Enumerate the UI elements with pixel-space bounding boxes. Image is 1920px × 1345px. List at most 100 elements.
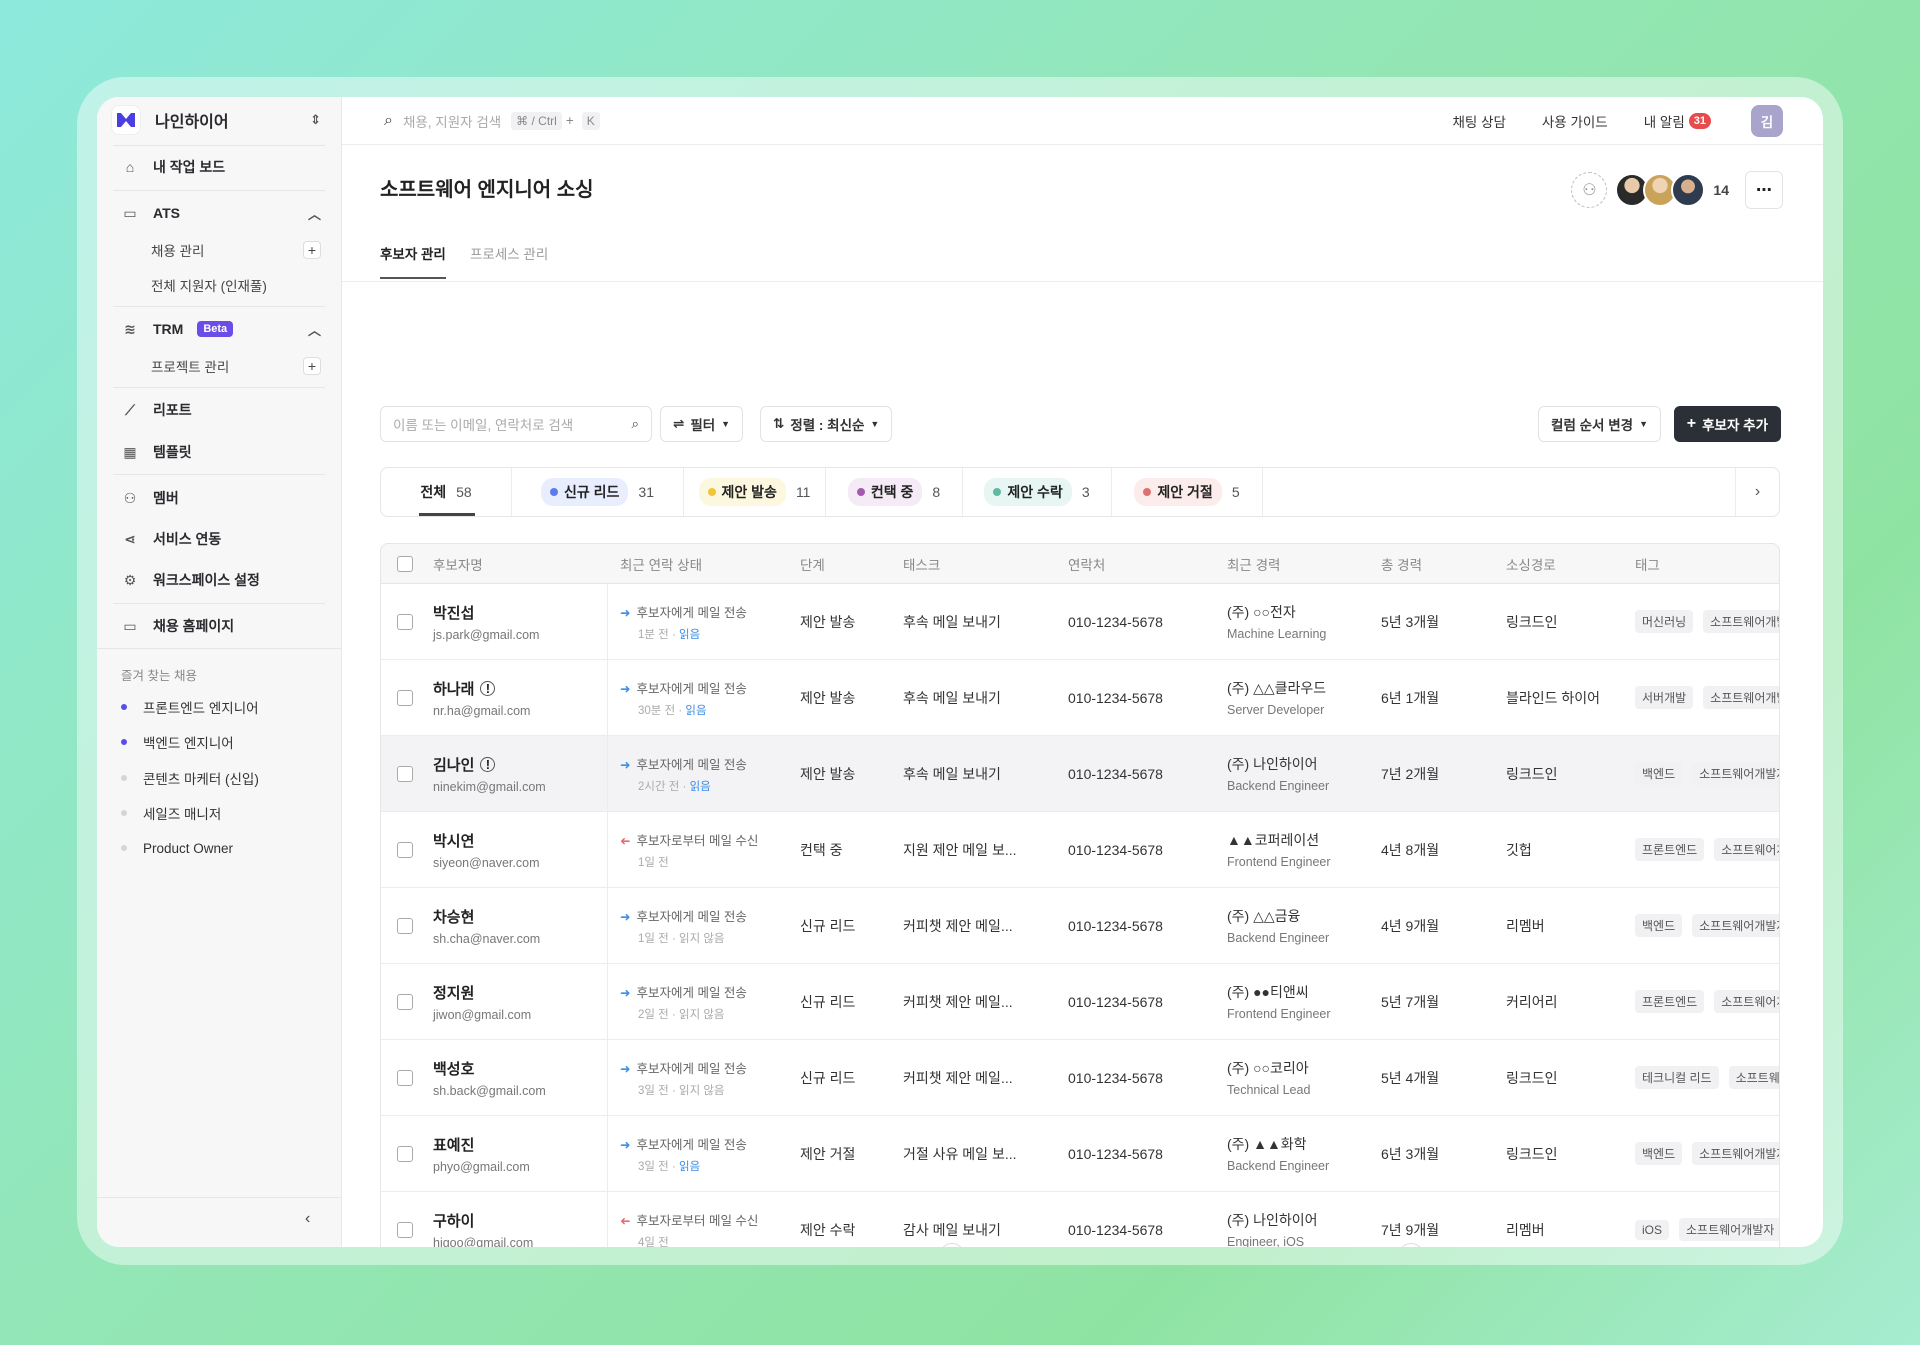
chevron-up-icon[interactable]: ︿ [307,322,321,338]
candidate-search-input[interactable]: 이름 또는 이메일, 연락처로 검색 ⌕ [380,406,652,442]
row-checkbox[interactable] [397,613,413,630]
page-8[interactable]: 8 [1270,1245,1300,1247]
status-tab[interactable]: 제안 거절 5 [1112,468,1263,516]
sidebar-item-integrations[interactable]: ⋖ 서비스 연동 [121,525,321,553]
row-checkbox[interactable] [397,1069,413,1086]
candidate-name[interactable]: 표예진 [433,1136,475,1154]
table-row[interactable]: 박진섭 js.park@gmail.com ➜ 후보자에게 메일 전송 1분 전 · 읽… [381,584,1779,660]
filter-button[interactable]: ⇌ 필터 ▼ [660,406,744,442]
candidate-name[interactable]: 정지원 [433,984,475,1002]
page-1[interactable]: 1 [997,1245,1027,1247]
status-tab[interactable]: 제안 수락 3 [963,468,1112,516]
page-6[interactable]: 6 [1192,1245,1222,1247]
column-header[interactable]: 소싱경로 [1506,557,1556,573]
add-job-button[interactable]: + [303,241,321,259]
page-9[interactable]: 9 [1309,1245,1339,1247]
row-checkbox[interactable] [397,1221,413,1238]
column-header[interactable]: 총 경력 [1381,557,1423,573]
chat-support-link[interactable]: 채팅 상담 [1452,114,1506,130]
table-row[interactable]: 하나래! nr.ha@gmail.com ➜ 후보자에게 메일 전송 30분 전 · 읽… [381,660,1779,736]
column-header[interactable]: 태스크 [903,557,941,573]
favorite-job-item[interactable]: Product Owner [121,836,233,860]
status-tab[interactable]: 제안 발송 11 [684,468,826,516]
sidebar-item-template[interactable]: ▦ 템플릿 [121,438,321,466]
candidate-name[interactable]: 차승현 [433,908,475,926]
candidate-name[interactable]: 백성호 [433,1060,475,1078]
sidebar-item-board[interactable]: ⌂ 내 작업 보드 [121,153,321,181]
page-10[interactable]: 10 [1348,1245,1378,1247]
table-row[interactable]: 표예진 phyo@gmail.com ➜ 후보자에게 메일 전송 3일 전 · 읽음 제안… [381,1116,1779,1192]
candidate-name[interactable]: 박진섭 [433,604,475,622]
page-7[interactable]: 7 [1231,1245,1261,1247]
column-header[interactable]: 단계 [800,557,825,573]
status-tab[interactable]: 전체 58 [381,468,512,516]
page-3[interactable]: 3 [1075,1245,1105,1247]
column-header[interactable]: 태그 [1635,557,1660,573]
candidate-name[interactable]: 박시연 [433,832,475,850]
favorite-job-item[interactable]: 세일즈 매니저 [121,801,221,825]
table-row[interactable]: 차승현 sh.cha@naver.com ➜ 후보자에게 메일 전송 1일 전 · 읽지… [381,888,1779,964]
arrow-right-icon: ➜ [620,605,631,620]
sort-button[interactable]: ⇅ 정렬 : 최신순 ▼ [760,406,893,442]
status-tab[interactable]: 컨택 중 8 [826,468,963,516]
sidebar-item-jobs[interactable]: 채용 관리 + [151,237,321,263]
select-all-checkbox[interactable] [397,555,413,572]
sidebar-item-projects[interactable]: 프로젝트 관리 + [151,353,321,379]
row-checkbox[interactable] [397,841,413,858]
favorites-title: 즐겨 찾는 채용 [121,669,197,683]
page-5[interactable]: 5 [1153,1245,1183,1247]
table-row[interactable]: 백성호 sh.back@gmail.com ➜ 후보자에게 메일 전송 3일 전 · 읽… [381,1040,1779,1116]
column-header[interactable]: 후보자명 [433,557,483,573]
row-checkbox[interactable] [397,993,413,1010]
favorite-job-item[interactable]: 콘텐츠 마케터 (신입) [121,766,259,790]
chart-icon: ⟋ [125,401,135,418]
column-header[interactable]: 최근 경력 [1227,557,1281,573]
chevron-up-icon[interactable]: ︿ [307,206,321,222]
sidebar-item-ats[interactable]: ▭ ATS ︿ [121,199,321,227]
sidebar-item-talent-pool[interactable]: 전체 지원자 (인재풀) [151,272,321,298]
collapse-sidebar-icon[interactable]: ‹ [305,1210,311,1227]
sidebar-item-trm[interactable]: ≋ TRM Beta ︿ [121,315,321,343]
row-checkbox[interactable] [397,689,413,706]
phone-cell: 010-1234-5678 [1068,689,1163,706]
row-checkbox[interactable] [397,765,413,782]
candidate-name[interactable]: 김나인 [433,756,475,774]
table-row[interactable]: 정지원 jiwon@gmail.com ➜ 후보자에게 메일 전송 2일 전 · 읽지 … [381,964,1779,1040]
sidebar-item-homepage[interactable]: ▭ 채용 홈페이지 [121,612,321,640]
notifications-button[interactable]: 내 알림 31 [1644,111,1711,131]
column-order-button[interactable]: 컬럼 순서 변경 ▼ [1538,406,1661,442]
favorite-job-item[interactable]: 백엔드 엔지니어 [121,730,234,754]
column-header[interactable]: 연락처 [1068,557,1106,573]
add-candidate-button[interactable]: + 후보자 추가 [1673,406,1781,442]
row-checkbox[interactable] [397,917,413,934]
invite-member-button[interactable]: ⚇ [1571,172,1608,208]
tag: 서버개발 [1635,686,1694,709]
chevron-right-icon[interactable]: › [1735,468,1779,516]
sidebar-item-members[interactable]: ⚇ 멤버 [121,484,321,512]
column-header[interactable]: 최근 연락 상태 [620,557,703,573]
label: 필터 [690,418,716,433]
company: (주) ○○전자 [1227,604,1296,620]
table-row[interactable]: 김나인! ninekim@gmail.com ➜ 후보자에게 메일 전송 2시간 전 ·… [381,736,1779,812]
page-2[interactable]: 2 [1036,1245,1066,1247]
tab-process[interactable]: 프로세스 관리 [470,247,549,262]
sidebar-item-settings[interactable]: ⚙ 워크스페이스 설정 [121,566,321,594]
sidebar-item-report[interactable]: ⟋ 리포트 [121,396,321,424]
status-tab[interactable]: 신규 리드 31 [512,468,684,516]
favorite-job-item[interactable]: 프론트엔드 엔지니어 [121,695,259,719]
row-checkbox[interactable] [397,1145,413,1162]
table-row[interactable]: 박시연 siyeon@naver.com ➜ 후보자로부터 메일 수신 1일 전 컨택 중… [381,812,1779,888]
candidate-name[interactable]: 하나래 [433,680,475,698]
user-guide-link[interactable]: 사용 가이드 [1541,114,1608,130]
more-icon[interactable]: ⋯ [1745,171,1783,209]
user-avatar[interactable]: 김 [1751,104,1783,137]
table-row[interactable]: 구하이 higoo@gmail.com ➜ 후보자로부터 메일 수신 4일 전 제안 수락… [381,1192,1779,1247]
workspace-switcher[interactable]: 나인하이어 ⇕ [111,105,321,135]
page-4[interactable]: 4 [1114,1245,1144,1247]
global-search-input[interactable]: 채용, 지원자 검색 [402,114,502,130]
tab-candidates[interactable]: 후보자 관리 [380,243,446,279]
member-avatars[interactable] [1615,173,1706,207]
search-icon[interactable]: ⌕ [384,111,393,129]
candidate-name[interactable]: 구하이 [433,1212,475,1230]
add-project-button[interactable]: + [303,357,321,375]
